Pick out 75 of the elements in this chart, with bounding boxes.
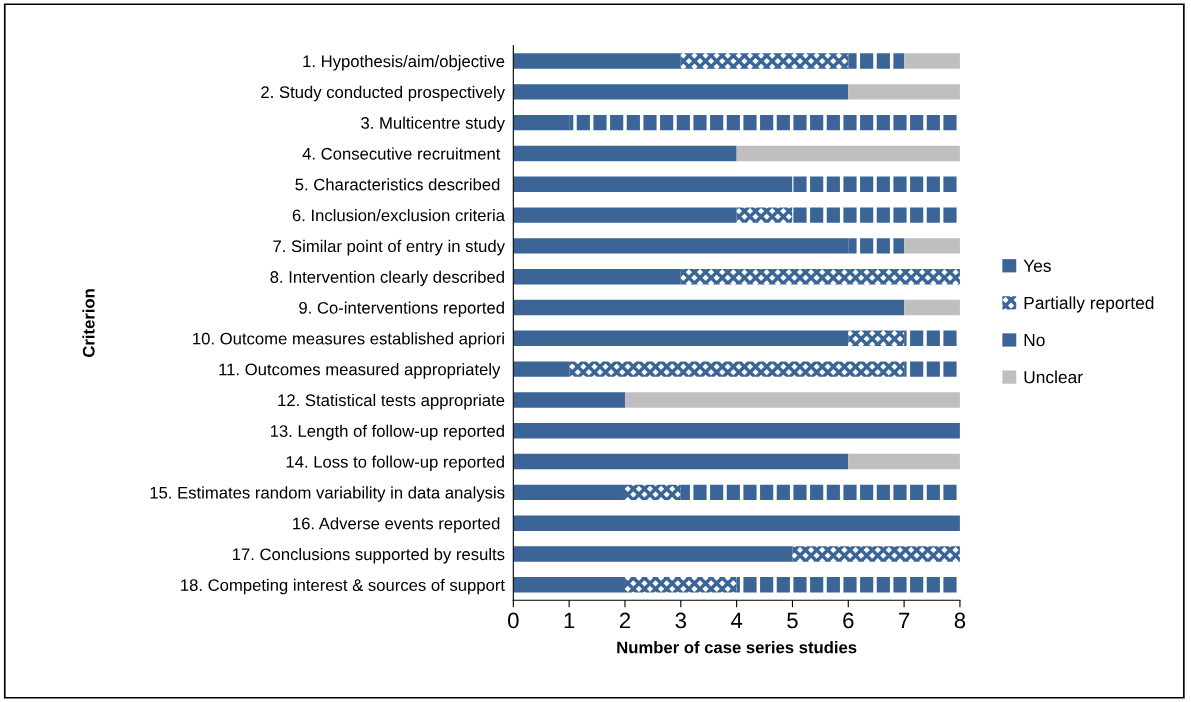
bar xyxy=(513,299,905,316)
bar xyxy=(848,53,905,69)
y-tick-label: 6. Inclusion/exclusion criteria xyxy=(292,209,505,222)
y-tick-label: 7. Similar point of entry in study xyxy=(273,239,505,256)
y-tick-label: 5. Characteristics described xyxy=(295,178,500,191)
y-axis-title: Criterion xyxy=(82,289,95,357)
x-tick-label: 1 xyxy=(564,612,575,629)
bar xyxy=(848,84,960,100)
y-tick-label: 14. Loss to follow-up reported xyxy=(286,455,504,472)
text: No xyxy=(1024,334,1045,347)
bar xyxy=(736,577,960,593)
bar xyxy=(792,207,960,223)
bar xyxy=(904,361,960,377)
bar xyxy=(848,453,960,470)
bar xyxy=(513,577,625,593)
bar xyxy=(680,269,960,285)
bar xyxy=(569,361,905,377)
bar xyxy=(513,207,737,223)
y-tick-label: 17. Conclusions supported by results xyxy=(232,547,505,564)
y-tick-label: 15. Estimates random variability in data analysis xyxy=(150,486,505,502)
y-tick-label: 3. Multicentre study xyxy=(361,116,505,133)
legend-label: Partially reported xyxy=(1024,296,1154,313)
bar xyxy=(624,484,681,501)
bar xyxy=(513,361,570,377)
bar xyxy=(736,145,960,162)
bar xyxy=(513,238,849,254)
bar xyxy=(904,299,960,316)
x-tick-label: 7 xyxy=(899,612,910,629)
bar xyxy=(513,453,849,470)
x-tick-label: 5 xyxy=(787,612,798,629)
bar xyxy=(513,84,849,100)
bar xyxy=(513,515,960,531)
y-tick-label: 18. Competing interest & sources of support xyxy=(181,578,505,595)
bar xyxy=(513,145,737,162)
x-tick-label: 3 xyxy=(675,612,687,629)
x-tick-label: 0 xyxy=(508,612,519,629)
y-tick-label: 8. Intervention clearly described xyxy=(270,270,504,287)
bar xyxy=(513,269,681,285)
bar xyxy=(680,484,960,501)
bar xyxy=(792,546,960,562)
legend-label: Yes xyxy=(1023,259,1051,272)
y-tick-label: 2. Study conducted prospectively xyxy=(261,85,505,102)
y-tick-label: 11. Outcomes measured appropriately xyxy=(219,363,501,379)
bar xyxy=(904,330,960,347)
bar xyxy=(904,238,960,254)
bar xyxy=(513,114,570,131)
bar xyxy=(513,392,625,408)
y-tick-label: 1. Hypothesis/aim/objective xyxy=(303,55,505,71)
bar xyxy=(792,176,960,192)
legend-label: Unclear xyxy=(1024,370,1083,384)
x-tick-label: 6 xyxy=(843,612,854,629)
x-tick-label: 8 xyxy=(954,612,966,629)
bar xyxy=(736,207,793,223)
bar xyxy=(569,114,960,131)
bar xyxy=(848,238,905,254)
x-axis-title: Number of case series studies xyxy=(617,641,857,654)
bar xyxy=(513,176,793,192)
y-tick-label: 16. Adverse events reported xyxy=(293,517,500,533)
bar xyxy=(680,53,849,69)
bar xyxy=(624,577,737,593)
bar xyxy=(513,546,793,562)
y-tick-label: 12. Statistical tests appropriate xyxy=(278,393,505,410)
y-tick-label: 4. Consecutive recruitment xyxy=(302,147,501,160)
bar xyxy=(513,330,849,347)
bar xyxy=(848,330,905,347)
bar xyxy=(513,484,625,501)
x-tick-label: 4 xyxy=(730,612,743,629)
y-tick-label: 10. Outcome measures established apriori xyxy=(193,332,504,348)
bar xyxy=(624,392,960,408)
x-tick-label: 2 xyxy=(619,612,631,629)
bar xyxy=(904,53,960,69)
bar xyxy=(513,423,960,439)
y-tick-label: 9. Co-interventions reported xyxy=(299,301,504,318)
bar xyxy=(513,53,681,69)
y-tick-label: 13. Length of follow-up reported xyxy=(270,424,504,441)
